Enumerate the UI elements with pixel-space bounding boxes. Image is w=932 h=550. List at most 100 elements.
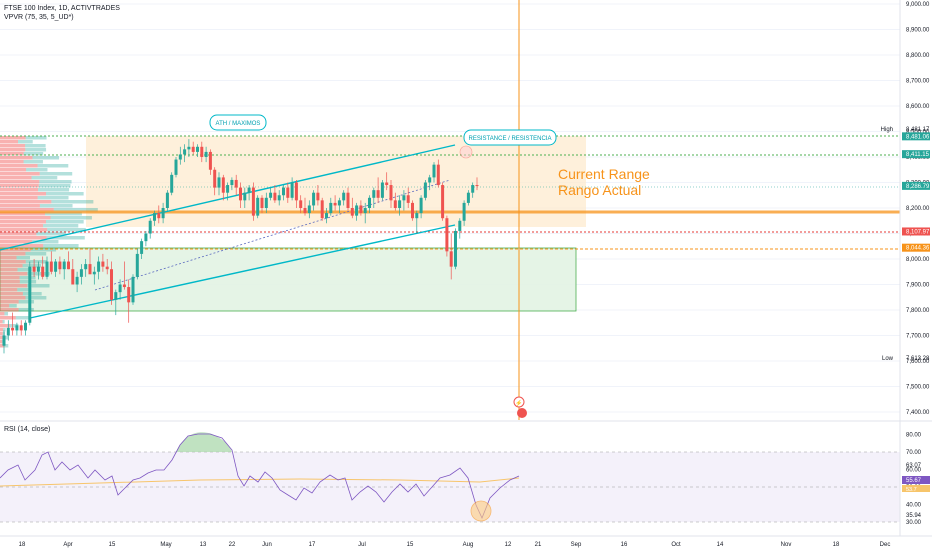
volume-profile-bar-up (43, 224, 79, 228)
volume-profile-bar-up (51, 200, 94, 204)
candle-body (312, 192, 316, 206)
rsi-label[interactable]: RSI (14, close) (4, 426, 51, 433)
candle-body (101, 261, 105, 267)
price-tick-label: 7,800.00 (906, 308, 930, 314)
candle-body (213, 169, 217, 188)
candle-body (273, 192, 277, 201)
candle-body (157, 213, 161, 219)
time-tick-label: Dec (880, 542, 891, 548)
candle-body (54, 261, 58, 272)
volume-profile-bar-down (0, 332, 3, 336)
indicator-line[interactable]: VPVR (75, 35, 5_UD*) (4, 14, 74, 21)
time-tick-label: 14 (717, 542, 724, 548)
candle-body (264, 197, 268, 208)
volume-profile-bar-down (0, 140, 18, 144)
time-tick-label: Jul (358, 542, 366, 548)
rsi-ma-line (0, 477, 520, 487)
time-tick-label: Sep (571, 542, 582, 548)
candle-body (110, 269, 113, 300)
time-tick-label: 18 (19, 542, 26, 548)
candle-body (251, 187, 255, 216)
candle-body (355, 205, 359, 216)
price-tick-label: 8,800.00 (906, 53, 930, 59)
volume-profile-bar-up (19, 276, 36, 280)
event-earnings-icon[interactable] (517, 408, 527, 418)
ath-label-box[interactable] (209, 114, 267, 131)
time-tick-label: 21 (535, 542, 542, 548)
symbol-line[interactable]: FTSE 100 Index, 1D, ACTIVTRADES (4, 5, 120, 12)
volume-profile-bar-down (0, 288, 18, 292)
volume-profile-bar-up (43, 244, 79, 248)
candle-body (239, 187, 242, 201)
candle-body (49, 261, 53, 272)
candle-body (243, 192, 247, 201)
resistance-label-box[interactable] (463, 129, 557, 146)
candle-body (363, 208, 367, 214)
volume-profile-bar-up (23, 152, 44, 156)
time-tick-label: Nov (781, 542, 792, 548)
volume-profile-bar-up (9, 304, 17, 308)
rsi-overbought-fill (176, 432, 232, 452)
volume-profile-bar-down (0, 248, 31, 252)
candle-body (135, 253, 139, 277)
price-badge (902, 243, 930, 252)
candle-body (148, 220, 152, 234)
chart-legend: FTSE 100 Index, 1D, ACTIVTRADES VPVR (75… (4, 4, 120, 22)
volume-profile-bar-down (0, 316, 16, 320)
candle-body (260, 197, 264, 208)
volume-profile-bar-down (0, 136, 26, 140)
candle-body (226, 185, 230, 193)
candle-body (436, 164, 440, 186)
candles (2, 139, 479, 354)
price-tick-label: 8,700.00 (906, 79, 930, 85)
volume-profile-bar-down (0, 312, 5, 316)
candle-body (454, 230, 457, 267)
volume-profile-bar-up (15, 316, 29, 320)
candle-body (196, 146, 199, 152)
candle-body (41, 266, 45, 277)
current-range-es-label: Rango Actual (558, 182, 641, 198)
volume-profile-bar-up (37, 164, 69, 168)
volume-profile-bar-down (0, 164, 38, 168)
volume-profile-bar-down (0, 224, 44, 228)
price-badge (902, 181, 930, 190)
rsi-value: 55.67 (906, 478, 922, 484)
time-axis[interactable]: 18 Apr 15 May 13 22 Jun 17 Jul 15 Aug 12 21 Sep 16 Oct 1… (19, 542, 891, 548)
volume-profile-bar-up (17, 268, 32, 272)
volume-profile-bar-up (4, 344, 9, 348)
volume-profile-bar-down (0, 256, 17, 260)
candle-body (359, 205, 363, 214)
time-tick-label: Apr (63, 542, 72, 548)
candle-body (32, 266, 36, 272)
candle-body (11, 327, 15, 331)
time-tick-label: 15 (109, 542, 116, 548)
rsi-ma-badge (902, 485, 930, 492)
volume-profile-bar-down (0, 168, 27, 172)
candle-body (161, 208, 165, 219)
volume-profile-bar-up (46, 220, 84, 224)
volume-profile-bar-up (22, 292, 42, 296)
rsi-line (0, 433, 520, 520)
price-badge-label: 8,411.15 (906, 152, 930, 158)
candle-body (84, 264, 88, 270)
rsi-tick-label: 40.00 (906, 503, 922, 509)
candle-body (471, 185, 475, 193)
candle-body (221, 177, 225, 193)
volume-profile-bar-down (0, 296, 26, 300)
volume-profile-bar-up (25, 144, 46, 148)
candle-body (402, 195, 406, 201)
volume-profile-bar-up (50, 216, 92, 220)
event-flash-icon[interactable] (513, 396, 525, 408)
candle-body (329, 202, 333, 214)
volume-profile-bar-down (0, 300, 19, 304)
candle-body (342, 192, 346, 201)
volume-profile-bar-up (39, 172, 73, 176)
volume-profile-bar-down (0, 292, 23, 296)
price-tick-label: 9,000.00 (906, 2, 930, 8)
candle-body (178, 154, 182, 160)
candle-body (299, 200, 303, 208)
volume-profile-bar-down (0, 252, 26, 256)
volume-profile-bar-up (17, 288, 32, 292)
volume-profile-bar-down (0, 172, 40, 176)
